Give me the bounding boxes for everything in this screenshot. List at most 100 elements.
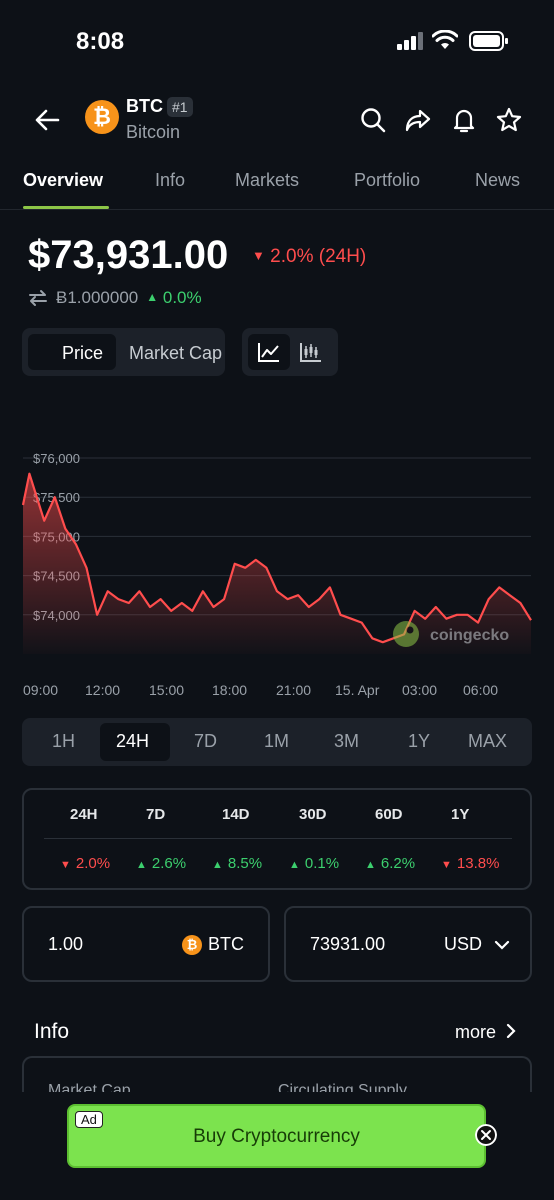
chart-metric-toggle: Price Market Cap (22, 328, 225, 376)
performance-value: ▲ 8.5% (212, 855, 262, 872)
btc-change-value: 0.0% (162, 288, 202, 307)
currency-select[interactable]: USD (444, 934, 510, 955)
performance-value-text: 13.8% (456, 855, 500, 872)
caret-up-icon: ▲ (365, 859, 376, 871)
performance-period: 24H (70, 806, 98, 823)
x-tick-label: 12:00 (85, 682, 121, 698)
performance-value-text: 2.6% (151, 855, 187, 872)
performance-value: ▼ 13.8% (441, 855, 499, 872)
tab-overview[interactable]: Overview (23, 170, 104, 190)
bitcoin-small-icon: ₿ (182, 934, 202, 955)
converter-from-label: BTC (208, 934, 244, 954)
tab-markets[interactable]: Markets (235, 170, 300, 190)
price-change-value: 2.0% (24H) (270, 246, 367, 267)
performance-value-text: 6.2% (380, 855, 416, 872)
performance-value: ▲ 0.1% (289, 855, 339, 872)
caret-up-icon: ▲ (136, 859, 147, 871)
ad-tag: Ad (75, 1111, 103, 1128)
status-bar: 8:08 (0, 0, 554, 84)
toggle-price[interactable]: Price (62, 343, 104, 363)
range-24h[interactable]: 24H (116, 731, 150, 751)
btc-price: Ƀ1.000000 (56, 288, 139, 307)
bitcoin-logo-icon: ₿ (85, 100, 119, 134)
range-1m[interactable]: 1M (264, 731, 290, 751)
current-price: $73,931.00 (28, 233, 229, 277)
caret-down-icon: ▼ (60, 859, 71, 871)
x-axis-labels: 09:00 12:00 15:00 18:00 21:00 15. Apr 03:00 06:… (0, 682, 554, 702)
x-tick-label: 21:00 (276, 682, 312, 698)
chevron-right-icon (506, 1023, 516, 1039)
performance-period: 60D (375, 806, 403, 823)
star-icon[interactable] (495, 106, 523, 134)
x-tick-label: 15:00 (149, 682, 185, 698)
more-label: more (455, 1022, 497, 1042)
performance-value-text: 8.5% (227, 855, 263, 872)
watermark-text: coingecko (430, 627, 509, 644)
share-icon[interactable] (404, 106, 432, 134)
range-1h[interactable]: 1H (52, 731, 76, 751)
tab-info[interactable]: Info (155, 170, 186, 190)
range-max[interactable]: MAX (468, 731, 508, 751)
converter-result: 73931.00 (310, 934, 386, 954)
chevron-down-icon (494, 940, 510, 950)
status-time: 8:08 (76, 28, 125, 55)
performance-value-text: 0.1% (304, 855, 340, 872)
caret-down-icon: ▼ (252, 248, 265, 263)
tab-portfolio[interactable]: Portfolio (354, 170, 421, 190)
battery-icon (469, 31, 508, 51)
coin-header: ₿ BTC #1 Bitcoin (0, 96, 554, 144)
converter-from[interactable]: 1.00 ₿ BTC (22, 906, 270, 982)
caret-up-icon: ▲ (212, 859, 223, 871)
performance-period: 7D (146, 806, 166, 823)
price-change-24h: ▼ 2.0% (24H) (252, 246, 366, 268)
toggle-market-cap[interactable]: Market Cap (129, 343, 223, 363)
divider (44, 838, 512, 839)
caret-up-icon: ▲ (146, 290, 159, 304)
coin-symbol: BTC (126, 96, 163, 116)
back-arrow-icon[interactable] (32, 104, 64, 136)
wifi-icon (432, 30, 458, 49)
ad-banner[interactable]: Ad Buy Cryptocurrency (67, 1104, 486, 1168)
y-tick-label: $76,000 (33, 451, 80, 466)
x-tick-label: 09:00 (23, 682, 59, 698)
candlestick-chart-icon[interactable] (300, 342, 322, 362)
coin-name: Bitcoin (126, 122, 181, 142)
performance-value: ▼ 2.0% (60, 855, 110, 872)
performance-period: 1Y (451, 806, 470, 823)
performance-period: 14D (222, 806, 250, 823)
bell-icon[interactable] (450, 106, 478, 134)
swap-arrows-icon (29, 290, 47, 306)
x-tick-label: 06:00 (463, 682, 499, 698)
converter-amount[interactable]: 1.00 (48, 934, 84, 954)
range-7d[interactable]: 7D (194, 731, 218, 751)
close-icon[interactable] (475, 1124, 497, 1146)
more-link[interactable]: more (455, 1022, 517, 1043)
caret-up-icon: ▲ (289, 859, 300, 871)
search-icon[interactable] (359, 106, 387, 134)
performance-value-text: 2.0% (75, 855, 111, 872)
info-section-title: Info (34, 1020, 70, 1043)
time-range-selector: 1H 24H 7D 1M 3M 1Y MAX (22, 718, 532, 766)
rank-badge: #1 (167, 97, 193, 117)
tab-bar: Overview Info Markets Portfolio News (0, 160, 554, 210)
price-area (23, 473, 531, 654)
converter-to[interactable]: 73931.00 USD (284, 906, 532, 982)
range-3m[interactable]: 3M (334, 731, 360, 751)
x-tick-label: 15. Apr (335, 682, 380, 698)
ad-text: Buy Cryptocurrency (193, 1126, 360, 1147)
tab-news[interactable]: News (475, 170, 521, 190)
range-1y[interactable]: 1Y (408, 731, 431, 751)
performance-period: 30D (299, 806, 327, 823)
converter-from-currency: ₿ BTC (182, 934, 244, 955)
performance-table: 24H ▼ 2.0% 7D ▲ 2.6% 14D ▲ 8.5% 30D ▲ 0.1% 60D ▲ 6.2% 1… (22, 788, 532, 890)
caret-down-icon: ▼ (441, 859, 452, 871)
btc-change: ▲ 0.0% (146, 288, 201, 308)
cellular-signal-icon (397, 32, 423, 50)
btc-price-row: Ƀ1.000000 ▲ 0.0% (28, 288, 202, 308)
price-chart[interactable]: $76,000$75,500$75,000$74,500$74,000 coin… (0, 440, 554, 710)
active-segment (28, 334, 116, 370)
performance-value: ▲ 2.6% (136, 855, 186, 872)
y-tick-label: $75,500 (33, 490, 80, 505)
price-line (21, 472, 532, 644)
line-chart-icon[interactable] (258, 342, 280, 362)
